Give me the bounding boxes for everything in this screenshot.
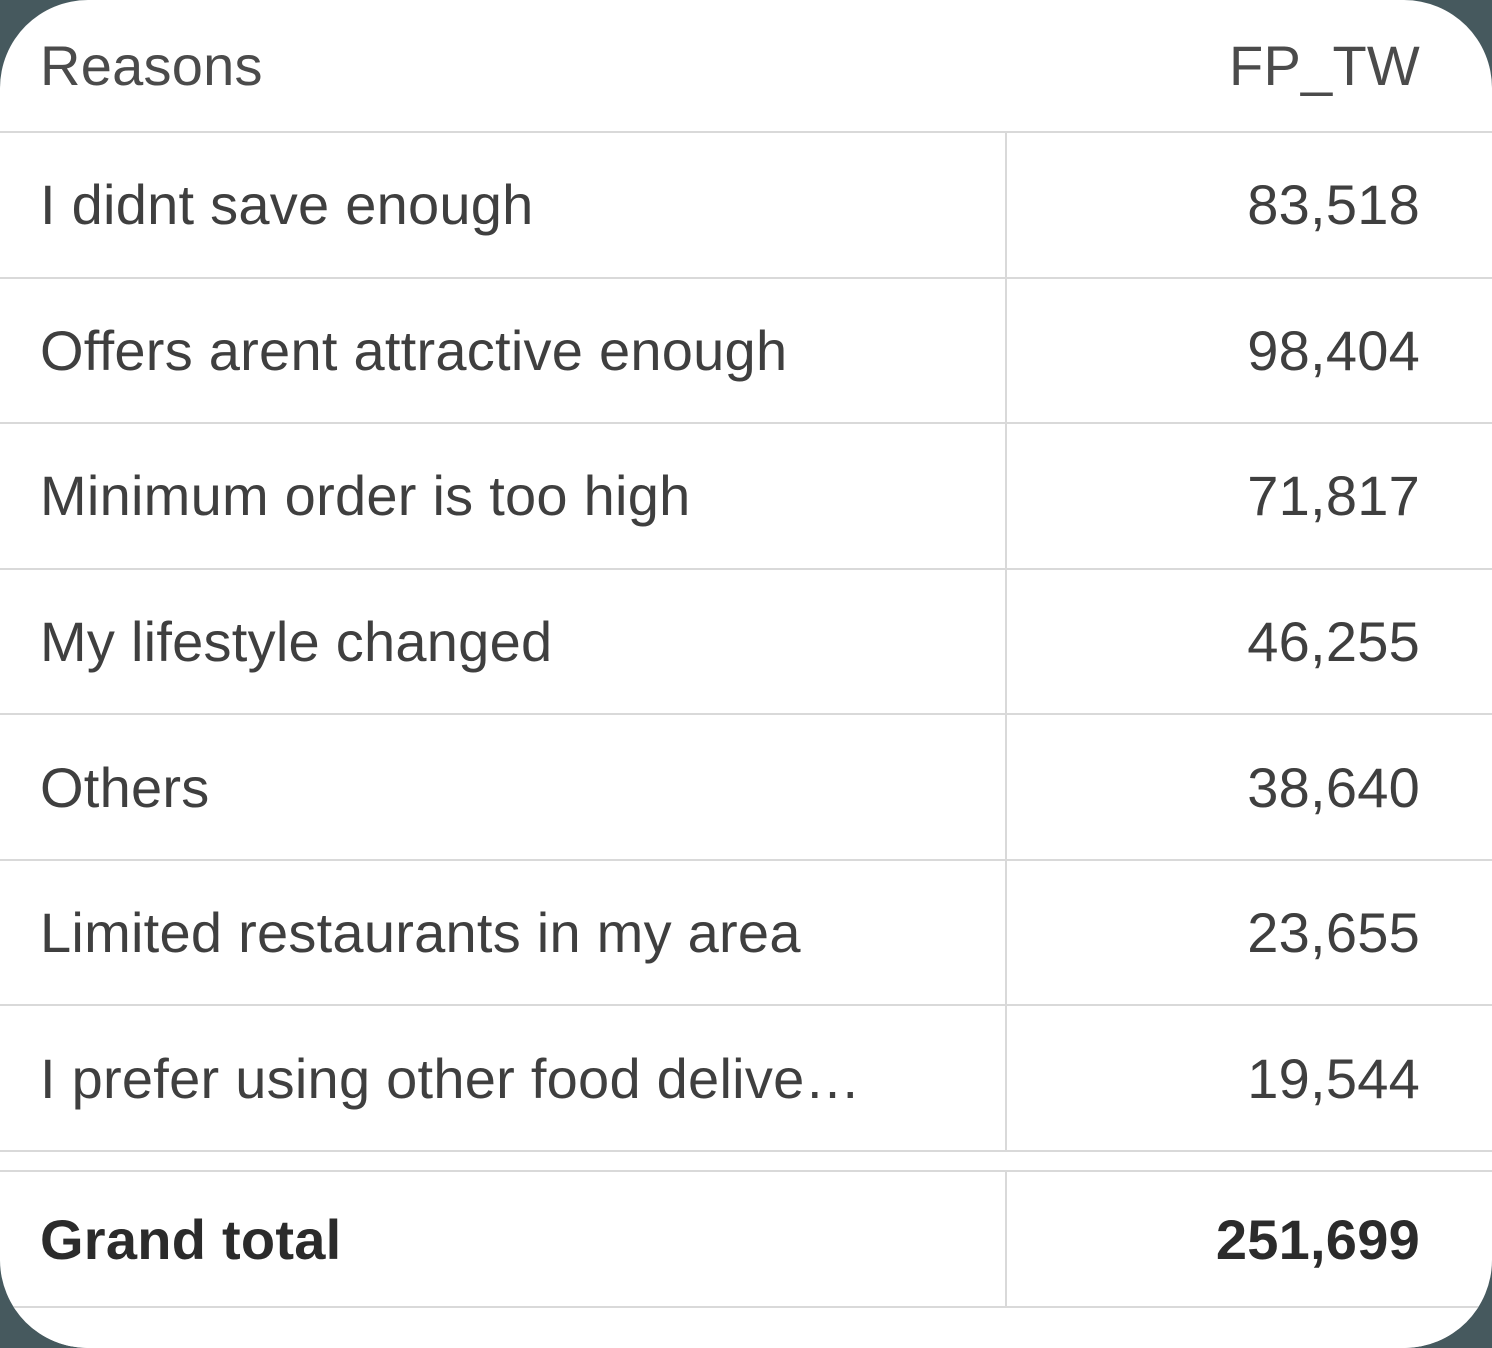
- table-row: Minimum order is too high 71,817: [0, 424, 1492, 570]
- table-row: Offers arent attractive enough 98,404: [0, 278, 1492, 425]
- column-header-reasons[interactable]: Reasons: [40, 34, 263, 97]
- value-cell: 71,817: [1247, 464, 1420, 528]
- value-cell: 98,404: [1247, 318, 1420, 382]
- value-cell: 46,255: [1247, 610, 1420, 674]
- card-bottom-padding: [0, 1308, 1492, 1348]
- value-cell: 38,640: [1247, 755, 1420, 819]
- value-cell: 23,655: [1247, 901, 1420, 965]
- reason-cell: My lifestyle changed: [0, 569, 1007, 714]
- column-header-fp-tw[interactable]: FP_TW: [1228, 34, 1420, 97]
- value-cell: 19,544: [1247, 1046, 1420, 1110]
- grand-total-row: Grand total 251,699: [0, 1170, 1492, 1308]
- grand-total-value: 251,699: [1215, 1207, 1420, 1271]
- reason-cell: I didnt save enough: [0, 133, 1007, 277]
- reason-cell: I prefer using other food delive…: [0, 1006, 1007, 1151]
- table-row: Others 38,640: [0, 715, 1492, 861]
- table-row: Limited restaurants in my area 23,655: [0, 860, 1492, 1007]
- grand-total-label: Grand total: [0, 1172, 1007, 1306]
- reason-cell: Limited restaurants in my area: [0, 860, 1007, 1005]
- value-cell: 83,518: [1247, 173, 1420, 237]
- table-row: I prefer using other food delive… 19,544: [0, 1006, 1492, 1153]
- reason-cell: Offers arent attractive enough: [0, 278, 1007, 423]
- summary-gap: [0, 1152, 1492, 1170]
- table-header: Reasons FP_TW: [0, 0, 1492, 133]
- table-body: I didnt save enough 83,518 Offers arent …: [0, 133, 1492, 1153]
- reason-cell: Minimum order is too high: [0, 424, 1007, 568]
- table-row: My lifestyle changed 46,255: [0, 569, 1492, 716]
- table-row: I didnt save enough 83,518: [0, 133, 1492, 279]
- reason-cell: Others: [0, 715, 1007, 859]
